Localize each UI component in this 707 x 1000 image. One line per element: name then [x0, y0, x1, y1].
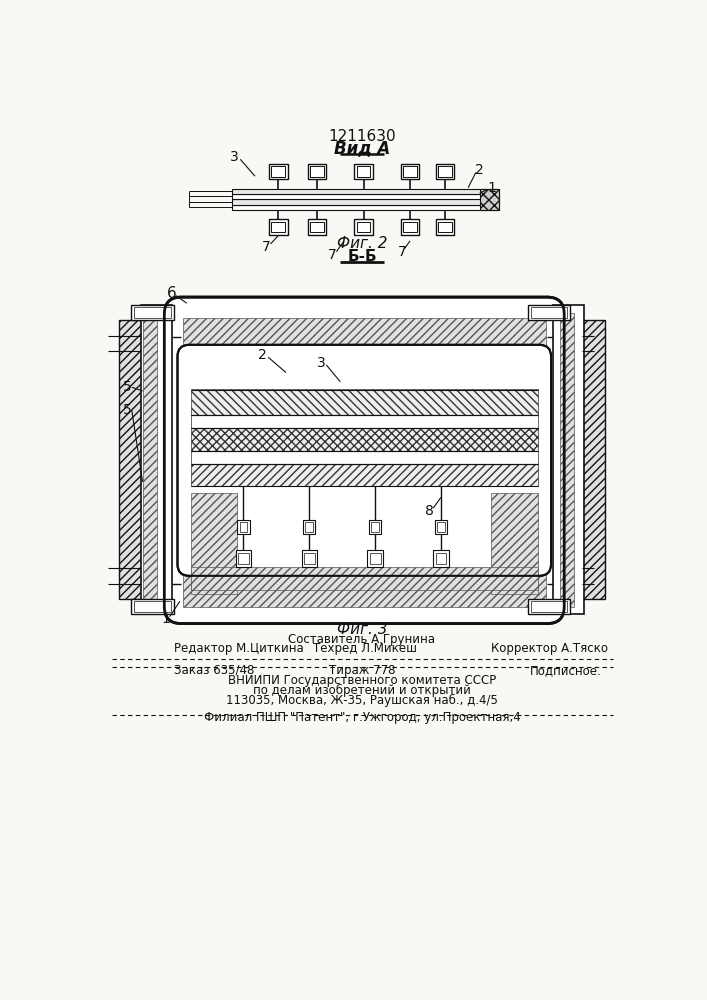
Bar [368, 550, 383, 567]
Text: 3: 3 [230, 150, 238, 164]
Bar [191, 415, 538, 428]
Text: 6: 6 [166, 286, 176, 301]
Bar [370, 553, 380, 564]
Bar [134, 307, 170, 318]
Bar [436, 164, 454, 179]
Text: Составитель А.Грунина: Составитель А.Грунина [288, 633, 436, 646]
Bar [232, 199, 499, 205]
Bar [561, 312, 574, 607]
Bar [301, 550, 317, 567]
Bar [310, 166, 324, 177]
Bar [240, 522, 247, 532]
Text: ВНИИПИ Государственного комитета СССР: ВНИИПИ Государственного комитета СССР [228, 674, 496, 687]
Text: Б-Б: Б-Б [347, 249, 377, 264]
Bar [371, 522, 379, 532]
Bar [356, 222, 370, 232]
Text: по делам изобретений и открытий: по делам изобретений и открытий [253, 684, 471, 697]
Bar [134, 601, 170, 612]
Text: Вид А: Вид А [334, 139, 390, 157]
Bar [183, 568, 546, 607]
Text: 2: 2 [258, 348, 267, 362]
Bar [131, 599, 174, 614]
Bar [438, 166, 452, 177]
Bar [308, 164, 327, 179]
Text: 1211630: 1211630 [328, 129, 396, 144]
Bar [553, 305, 583, 614]
Bar [433, 550, 449, 567]
Bar [436, 553, 446, 564]
Bar [232, 189, 499, 194]
Bar [271, 166, 285, 177]
Bar [401, 219, 419, 235]
Text: 8: 8 [425, 504, 434, 518]
Bar [191, 493, 237, 594]
Bar [403, 166, 417, 177]
Bar [491, 493, 538, 594]
Text: Фиг. 2: Фиг. 2 [337, 236, 387, 251]
Bar [403, 222, 417, 232]
Bar [401, 164, 419, 179]
Text: 1: 1 [161, 612, 170, 626]
Bar [269, 164, 288, 179]
FancyBboxPatch shape [164, 297, 564, 624]
Bar [191, 451, 538, 464]
Bar [528, 305, 571, 320]
Text: Корректор А.Тяско: Корректор А.Тяско [491, 642, 609, 655]
Text: Филиал ПШП "Патент", г.Ужгород, ул.Проектная,4: Филиал ПШП "Патент", г.Ужгород, ул.Проек… [204, 711, 520, 724]
Bar [437, 522, 445, 532]
Bar [495, 356, 546, 564]
Bar [531, 307, 567, 318]
Text: 2: 2 [475, 163, 484, 177]
Bar [191, 428, 538, 451]
Bar [480, 189, 499, 210]
Bar [356, 166, 370, 177]
FancyBboxPatch shape [177, 345, 551, 576]
Bar [143, 312, 156, 607]
Bar [308, 219, 327, 235]
Bar [131, 305, 174, 320]
Bar [141, 305, 172, 614]
Text: Техред Л.Микеш: Техред Л.Микеш [313, 642, 417, 655]
Bar [183, 318, 546, 356]
Text: Тираж 778: Тираж 778 [329, 664, 395, 677]
Bar [435, 520, 448, 534]
Bar [191, 567, 538, 590]
Bar [269, 219, 288, 235]
Bar [369, 520, 381, 534]
Text: 7: 7 [328, 248, 337, 262]
Bar [582, 320, 605, 599]
Bar [303, 520, 315, 534]
Text: 5: 5 [123, 403, 132, 417]
Bar [271, 222, 285, 232]
Bar [436, 219, 454, 235]
Bar [528, 599, 571, 614]
Text: 1: 1 [487, 181, 496, 195]
Text: Фиг. 3: Фиг. 3 [337, 622, 387, 637]
Bar [531, 601, 567, 612]
Bar [232, 205, 499, 210]
Bar [119, 320, 143, 599]
Text: 3: 3 [317, 356, 325, 370]
Text: 7: 7 [398, 245, 407, 259]
Bar [354, 219, 373, 235]
Text: Подписное.: Подписное. [530, 664, 602, 677]
Bar [305, 522, 313, 532]
Bar [232, 194, 499, 199]
Bar [310, 222, 324, 232]
Bar [354, 164, 373, 179]
Bar [191, 389, 538, 415]
Text: 113035, Москва, Ж-35, Раушская наб., д.4/5: 113035, Москва, Ж-35, Раушская наб., д.4… [226, 694, 498, 707]
Bar [304, 553, 315, 564]
Bar [183, 356, 233, 564]
Bar [237, 520, 250, 534]
Text: 5: 5 [123, 380, 132, 394]
Text: 7: 7 [262, 240, 271, 254]
Text: Редактор М.Циткина: Редактор М.Циткина [174, 642, 303, 655]
Bar [235, 550, 251, 567]
Text: Заказ 635/48: Заказ 635/48 [174, 664, 254, 677]
Bar [238, 553, 249, 564]
Bar [191, 464, 538, 486]
Bar [438, 222, 452, 232]
